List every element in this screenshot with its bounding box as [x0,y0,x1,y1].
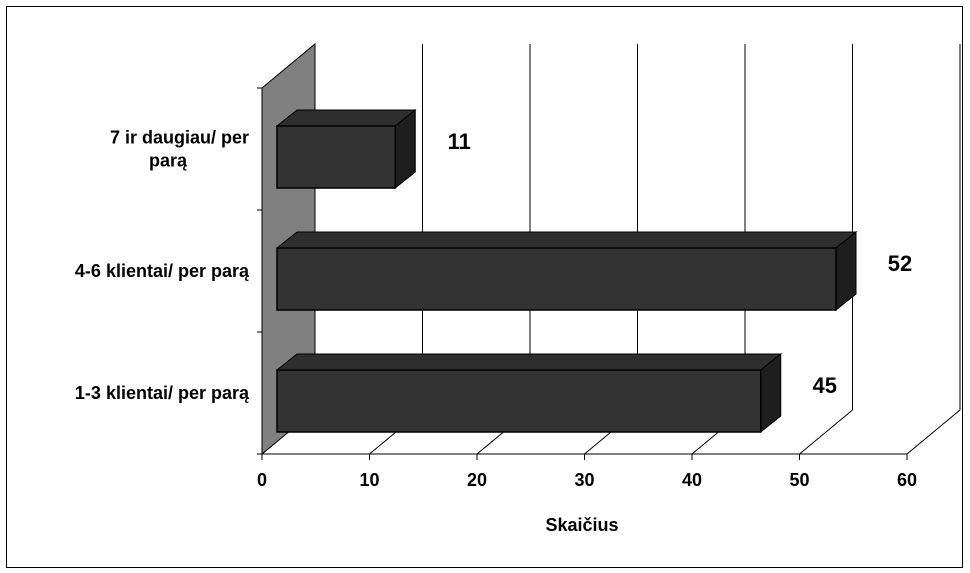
category-label: 1-3 klientai/ per parą [75,383,250,403]
data-label: 52 [888,251,912,276]
x-tick-label: 10 [359,470,379,490]
data-label: 11 [448,129,471,154]
floor-gridline [906,409,961,455]
bar-top [275,109,417,127]
bar-top [275,353,783,371]
x-tick-label: 60 [897,470,917,490]
data-label: 45 [813,373,837,398]
x-tick-label: 50 [789,470,809,490]
bar [276,125,396,189]
x-tick-label: 0 [257,470,267,490]
x-tick-label: 40 [682,470,702,490]
bar [276,247,837,311]
category-label: 7 ir daugiau/ per [110,128,249,148]
category-label: 4-6 klientai/ per parą [75,261,250,281]
category-label: parą [149,151,188,171]
bar-top [275,231,858,249]
x-tick-label: 30 [574,470,594,490]
bar [276,369,762,433]
x-axis-title: Skaičius [545,515,618,535]
floor-gridline [799,409,853,455]
x-tick-label: 20 [467,470,487,490]
